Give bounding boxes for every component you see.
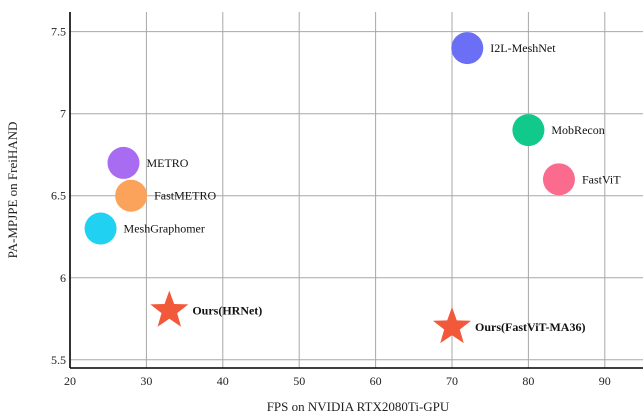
y-tick-label: 6.5 <box>51 189 66 203</box>
data-points: I2L-MeshNet MobRecon FastViT METRO FastMETRO… <box>84 32 621 344</box>
point-fastmetro-label: FastMETRO <box>154 189 216 203</box>
point-meshgraphomer-label: MeshGraphomer <box>124 222 205 236</box>
point-fastmetro-marker <box>115 179 148 212</box>
y-tick-label: 7.5 <box>51 25 66 39</box>
y-tick-label: 7 <box>60 107 66 121</box>
x-tick-label: 20 <box>64 374 76 388</box>
y-tick-label: 6 <box>60 271 66 285</box>
point-ours-hrnet-star-marker <box>150 290 189 327</box>
tick-labels: 20 30 40 50 60 70 80 90 5.5 6 6.5 7 7.5 <box>51 25 611 388</box>
x-axis-title: FPS on NVIDIA RTX2080Ti-GPU <box>267 399 450 414</box>
point-i2l-meshnet-marker <box>451 32 484 65</box>
x-tick-label: 70 <box>446 374 458 388</box>
point-fastvit-marker <box>542 163 575 196</box>
point-meshgraphomer-marker <box>84 212 117 245</box>
point-i2l-meshnet-label: I2L-MeshNet <box>490 41 556 55</box>
point-mobrecon-marker <box>512 114 545 147</box>
y-tick-label: 5.5 <box>51 353 66 367</box>
point-ours-fastvit-ma36-label: Ours(FastViT-MA36) <box>475 320 585 334</box>
point-fastvit-label: FastViT <box>582 172 621 186</box>
grid-lines <box>70 12 643 368</box>
x-tick-label: 90 <box>599 374 611 388</box>
point-metro-label: METRO <box>146 156 188 170</box>
x-tick-label: 30 <box>140 374 152 388</box>
point-ours-fastvit-ma36-star-marker <box>432 306 472 344</box>
x-tick-label: 80 <box>522 374 534 388</box>
x-tick-label: 50 <box>293 374 305 388</box>
y-axis-title: PA-MPJPE on FreiHAND <box>5 122 20 259</box>
point-ours-hrnet-label: Ours(HRNet) <box>192 304 262 318</box>
point-metro-marker <box>107 146 140 179</box>
point-mobrecon-label: MobRecon <box>551 123 604 137</box>
x-tick-label: 40 <box>217 374 229 388</box>
x-tick-label: 60 <box>370 374 382 388</box>
axes <box>69 12 643 369</box>
